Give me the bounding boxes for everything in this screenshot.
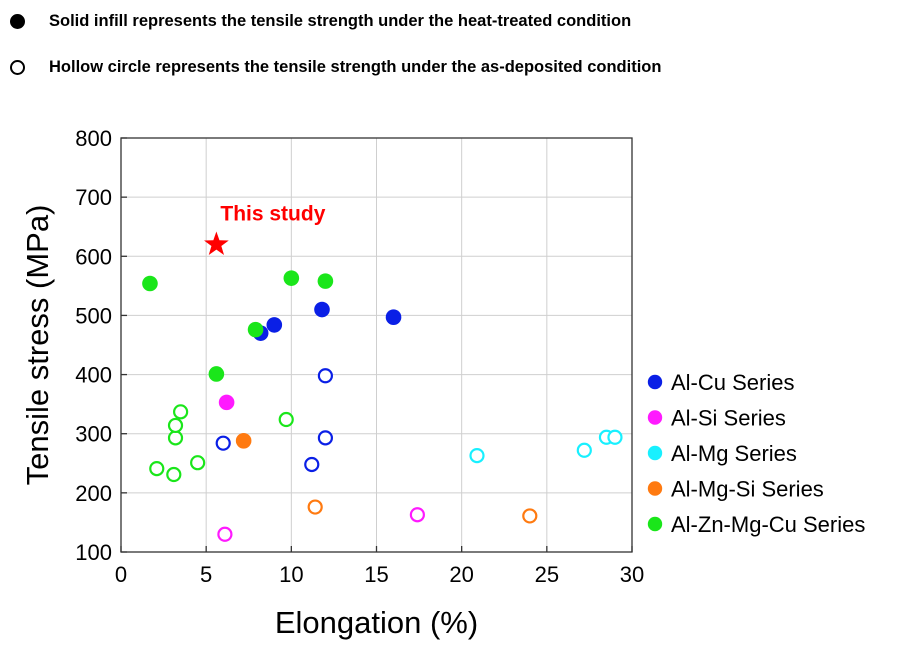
legend-label: Al-Mg Series — [671, 441, 797, 466]
hollow-circle-icon — [10, 60, 25, 75]
data-points — [142, 270, 623, 542]
y-axis-title: Tensile stress (MPa) — [20, 205, 55, 486]
hollow-point — [317, 430, 333, 446]
x-tick-label: 20 — [449, 562, 473, 587]
filled-point — [314, 301, 330, 318]
hollow-point — [469, 447, 485, 464]
filled-point — [283, 270, 300, 286]
hollow-point — [522, 508, 538, 524]
y-tick-label: 500 — [75, 303, 112, 328]
legend-marker — [647, 445, 663, 461]
legend-label: Al-Zn-Mg-Cu Series — [671, 512, 865, 537]
legend-label: Al-Cu Series — [671, 370, 794, 395]
annotation: This study — [204, 203, 326, 255]
filled-point — [385, 309, 402, 326]
y-tick-label: 300 — [75, 422, 112, 447]
hollow-point — [173, 404, 189, 420]
x-tick-label: 25 — [535, 562, 559, 587]
hollow-point — [307, 499, 323, 515]
legend: Al-Cu Series Al-Si Series Al-Mg Series Al-M… — [647, 370, 865, 537]
x-tick-label: 30 — [620, 562, 644, 587]
note-solid-text: Solid infill represents the tensile stre… — [49, 12, 632, 30]
hollow-point — [278, 411, 294, 428]
x-tick-label: 15 — [364, 562, 388, 587]
y-tick-label: 200 — [75, 481, 112, 506]
x-axis-title: Elongation (%) — [275, 605, 478, 640]
legend-marker — [647, 481, 663, 496]
x-tick-label: 0 — [115, 562, 127, 587]
filled-point — [218, 394, 235, 411]
hollow-point — [409, 507, 425, 523]
hollow-point — [166, 466, 182, 483]
filled-point — [247, 321, 264, 338]
legend-label: Al-Si Series — [671, 406, 786, 431]
y-tick-label: 800 — [75, 126, 112, 151]
legend-note-hollow: Hollow circle represents the tensile str… — [10, 58, 661, 77]
y-tick-label: 600 — [75, 244, 112, 269]
hollow-point — [190, 455, 206, 471]
hollow-point — [317, 368, 333, 384]
filled-point — [266, 317, 283, 333]
filled-point — [142, 275, 158, 292]
hollow-point — [167, 417, 184, 434]
grid-lines — [121, 138, 632, 552]
legend-marker — [647, 516, 663, 532]
hollow-point — [215, 435, 231, 451]
legend-note-solid: Solid infill represents the tensile stre… — [10, 12, 631, 31]
y-tick-label: 100 — [75, 540, 112, 565]
filled-point — [235, 433, 252, 449]
hollow-point — [217, 526, 233, 542]
hollow-point — [607, 429, 623, 445]
note-hollow-text: Hollow circle represents the tensile str… — [49, 58, 662, 76]
y-tick-label: 400 — [75, 363, 112, 388]
legend-marker — [647, 374, 663, 390]
hollow-point — [149, 461, 165, 477]
legend-marker — [647, 410, 663, 425]
filled-point — [317, 273, 334, 289]
star-icon — [204, 231, 229, 255]
hollow-point — [576, 442, 592, 458]
hollow-point — [167, 430, 184, 446]
hollow-point — [304, 456, 320, 473]
x-tick-label: 10 — [279, 562, 303, 587]
annotation-label: This study — [220, 203, 325, 226]
y-tick-label: 700 — [75, 185, 112, 210]
x-tick-label: 5 — [200, 562, 212, 587]
axis-ticks: 0 5 10 15 20 25 30 100 200 300 400 500 600 700 800 — [75, 126, 644, 587]
filled-point — [208, 366, 225, 382]
legend-label: Al-Mg-Si Series — [671, 477, 824, 502]
filled-circle-icon — [10, 14, 25, 29]
